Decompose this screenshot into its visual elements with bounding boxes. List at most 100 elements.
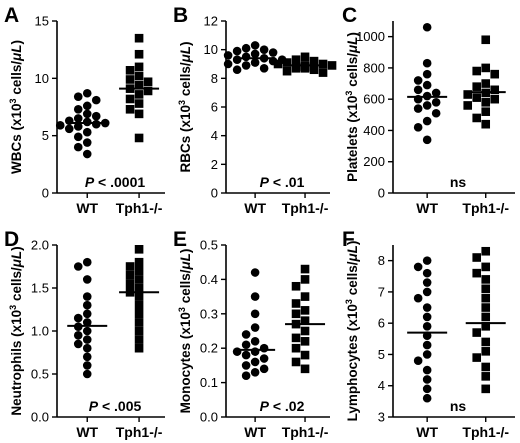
panel-letter: E: [173, 228, 187, 251]
x-category-label: WT: [416, 200, 438, 216]
data-point-tph1-: [481, 303, 491, 312]
data-point-wt: [73, 142, 83, 152]
data-point-wt: [241, 361, 251, 370]
data-point-wt: [241, 330, 251, 339]
data-point-wt: [413, 293, 423, 303]
panel-letter: F: [342, 228, 355, 251]
data-point-tph1-: [490, 85, 500, 95]
data-point-tph1-: [472, 253, 482, 262]
data-point-wt: [55, 121, 65, 130]
data-point-tph1-: [134, 80, 144, 90]
data-point-tph1-: [300, 364, 310, 374]
panel-a: A 0 5 10 15 WT Tph1-/- WBCs (x103 cells/μL) P < …: [4, 4, 165, 216]
data-point-tph1-: [134, 266, 144, 276]
data-point-wt: [250, 41, 260, 50]
data-point-wt: [422, 278, 432, 287]
y-tick-label: 200: [363, 154, 385, 169]
data-point-wt: [73, 262, 83, 271]
data-point-tph1-: [125, 104, 135, 114]
data-point-wt: [250, 323, 260, 332]
x-category-label: WT: [76, 424, 98, 440]
y-tick-label: 4: [378, 378, 385, 393]
data-point-tph1-: [472, 328, 482, 337]
data-point-wt: [73, 331, 83, 340]
data-point-tph1-: [291, 281, 301, 291]
data-point-wt: [82, 88, 92, 98]
data-point-tph1-: [481, 347, 491, 356]
data-point-tph1-: [134, 275, 144, 284]
data-point-tph1-: [481, 35, 491, 45]
y-tick-label: 0.0: [200, 410, 218, 425]
y-tick-label: 10: [35, 71, 49, 86]
x-category-label: Tph1-/-: [282, 424, 329, 440]
data-point-tph1-: [291, 357, 301, 367]
data-point-wt: [73, 339, 83, 349]
data-point-wt: [82, 335, 92, 344]
panel-letter: D: [4, 228, 19, 251]
data-point-wt: [259, 364, 269, 374]
data-point-tph1-: [125, 279, 135, 288]
y-tick-label: 0.3: [200, 306, 218, 321]
data-point-tph1-: [472, 353, 482, 362]
data-point-wt: [422, 58, 432, 68]
data-point-wt: [250, 292, 260, 301]
data-point-wt: [259, 64, 269, 73]
data-point-wt: [232, 46, 242, 56]
panel-letter: A: [4, 4, 19, 27]
p-value-annotation: P < .01: [260, 174, 305, 190]
data-point-wt: [431, 88, 441, 98]
data-point-wt: [259, 45, 269, 54]
y-tick-label: 600: [363, 92, 385, 107]
data-point-wt: [250, 337, 260, 346]
y-tick-label: 12: [204, 14, 218, 29]
panel-letter: C: [342, 4, 357, 27]
data-point-wt: [413, 123, 423, 132]
data-point-wt: [250, 347, 260, 356]
data-point-tph1-: [291, 299, 301, 308]
data-point-tph1-: [300, 350, 310, 360]
data-point-wt: [232, 347, 242, 356]
data-point-tph1-: [134, 133, 144, 143]
data-point-tph1-: [134, 33, 144, 43]
data-point-wt: [250, 357, 260, 367]
data-point-tph1-: [481, 262, 491, 272]
data-point-tph1-: [143, 77, 153, 87]
data-point-wt: [422, 22, 432, 32]
data-point-wt: [259, 354, 269, 363]
x-category-label: Tph1-/-: [116, 424, 163, 440]
x-category-label: Tph1-/-: [462, 424, 509, 440]
data-point-wt: [422, 393, 432, 403]
data-point-wt: [73, 132, 83, 142]
data-point-tph1-: [472, 66, 482, 76]
data-point-tph1-: [300, 264, 310, 274]
data-point-wt: [73, 114, 83, 123]
panel-e: E 0.0 0.1 0.2 0.3 0.4 0.5 WT Tph1-/- Monocytes (x…: [173, 228, 330, 440]
data-point-tph1-: [125, 94, 135, 104]
data-point-tph1-: [134, 318, 144, 327]
data-point-tph1-: [309, 56, 319, 66]
data-point-tph1-: [472, 113, 482, 123]
data-point-tph1-: [300, 292, 310, 301]
y-tick-label: 0.2: [200, 341, 218, 356]
x-category-label: WT: [416, 424, 438, 440]
data-point-wt: [422, 101, 432, 110]
data-point-wt: [241, 43, 251, 53]
data-point-wt: [232, 55, 242, 64]
data-point-tph1-: [300, 275, 310, 284]
y-tick-label: 0.5: [31, 367, 49, 382]
data-point-tph1-: [134, 109, 144, 119]
data-point-tph1-: [300, 337, 310, 346]
data-point-wt: [91, 95, 101, 105]
data-point-tph1-: [282, 58, 292, 67]
data-point-wt: [413, 104, 423, 113]
data-point-tph1-: [481, 107, 491, 116]
data-point-wt: [73, 104, 83, 114]
p-value-annotation: ns: [450, 174, 467, 190]
data-point-wt: [223, 51, 233, 60]
data-point-wt: [232, 65, 242, 75]
y-tick-label: 5: [378, 347, 385, 362]
data-point-wt: [413, 262, 423, 272]
data-point-tph1-: [143, 86, 153, 96]
data-point-tph1-: [481, 312, 491, 322]
